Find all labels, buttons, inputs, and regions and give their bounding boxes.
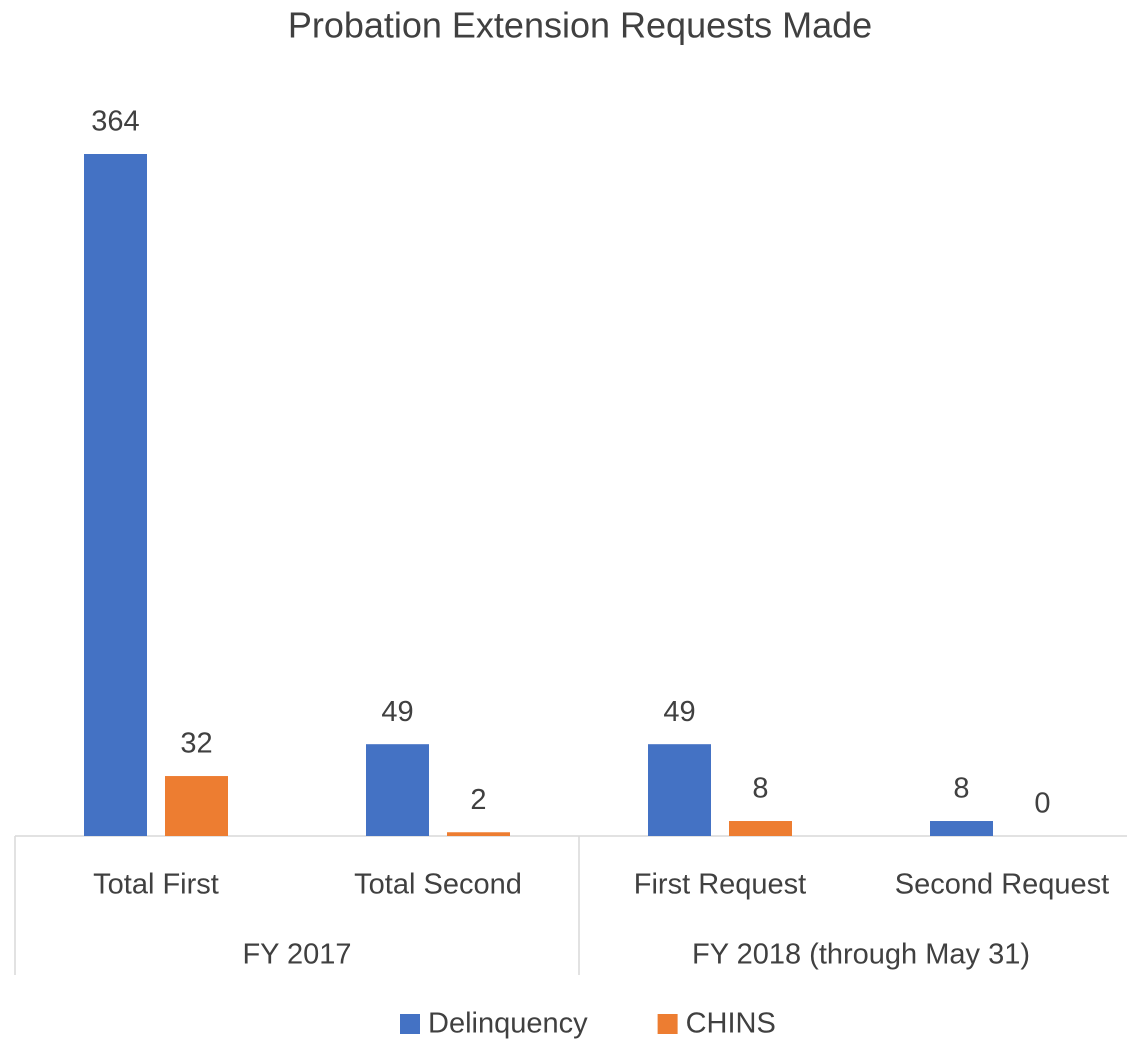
bar — [165, 776, 228, 836]
x-tick-label: Second Request — [895, 869, 1109, 901]
bar — [648, 744, 711, 836]
bar — [84, 154, 147, 836]
data-label: 364 — [91, 106, 139, 138]
x-tick-label: First Request — [634, 869, 806, 901]
data-label: 2 — [470, 784, 486, 816]
data-label: 0 — [1034, 788, 1050, 820]
data-label: 49 — [663, 696, 695, 728]
data-label: 32 — [180, 728, 212, 760]
x-tick-label: Total Second — [354, 869, 522, 901]
bar — [366, 744, 429, 836]
legend-label: CHINS — [686, 1008, 776, 1040]
data-label: 49 — [381, 696, 413, 728]
chart-title: Probation Extension Requests Made — [288, 5, 872, 46]
bar — [447, 832, 510, 836]
bar — [930, 821, 993, 836]
legend-swatch — [400, 1014, 420, 1034]
bar — [729, 821, 792, 836]
data-label: 8 — [752, 773, 768, 805]
data-label: 8 — [953, 773, 969, 805]
legend-swatch — [657, 1014, 678, 1034]
x-tick-label: Total First — [93, 869, 219, 901]
legend-label: Delinquency — [428, 1008, 588, 1040]
group-label: FY 2018 (through May 31) — [692, 939, 1030, 971]
group-label: FY 2017 — [242, 939, 351, 971]
